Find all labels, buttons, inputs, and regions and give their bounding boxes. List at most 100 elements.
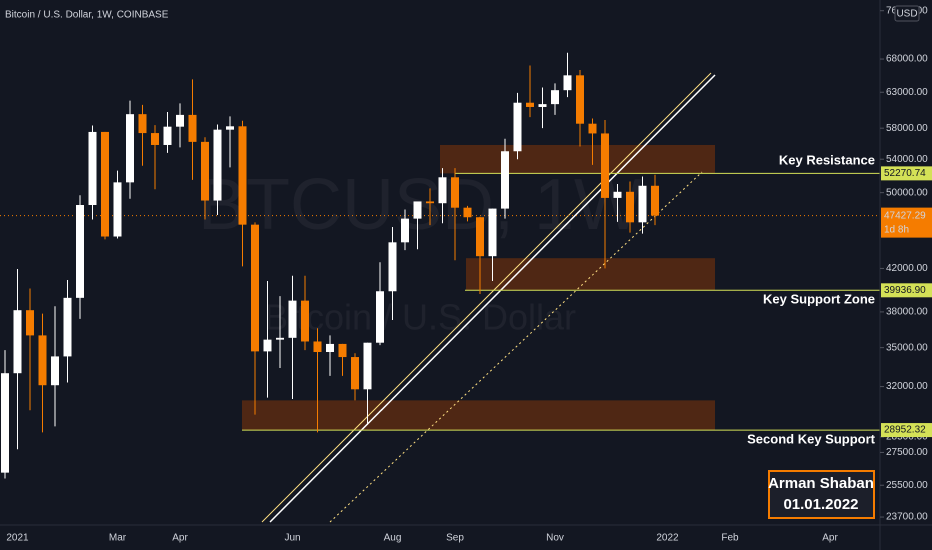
candle-body xyxy=(151,133,159,145)
candle-body xyxy=(26,310,34,336)
candle-body xyxy=(88,131,97,206)
candle-body xyxy=(501,151,509,209)
candle-body xyxy=(201,141,209,201)
annotation: Key Support Zone xyxy=(763,291,875,306)
candle-body xyxy=(226,126,234,130)
signature-date: 01.01.2022 xyxy=(783,496,858,513)
candle-body xyxy=(1,373,9,473)
zone xyxy=(440,144,715,174)
candle-body xyxy=(301,300,309,342)
y-tick-label: 50000.00 xyxy=(886,187,928,198)
y-tick-label: 54000.00 xyxy=(886,154,928,165)
x-tick-label: Jun xyxy=(284,533,300,544)
candle-body xyxy=(126,114,134,183)
candle-body xyxy=(213,129,222,201)
trend-line xyxy=(261,72,712,523)
y-tick-label: 38000.00 xyxy=(886,307,928,318)
x-tick-label: Aug xyxy=(384,533,402,544)
candle-body xyxy=(163,126,172,145)
candles xyxy=(1,52,659,479)
candle-body xyxy=(513,102,522,152)
candle-body xyxy=(51,356,59,386)
candle-body xyxy=(463,207,472,218)
candle-body xyxy=(188,114,197,142)
candle-body xyxy=(251,224,259,352)
candle-body xyxy=(476,217,484,257)
candle-body xyxy=(376,291,384,343)
candle-body xyxy=(363,342,372,390)
x-tick-label: Feb xyxy=(721,533,739,544)
x-tick-label: Nov xyxy=(546,533,564,544)
price-lines xyxy=(0,172,880,431)
signature-author: Arman Shaban xyxy=(768,475,874,492)
candle-body xyxy=(538,104,547,107)
candle-body xyxy=(551,90,559,105)
candle-body xyxy=(488,208,497,257)
candle-body xyxy=(338,343,347,358)
candle-body xyxy=(451,177,459,208)
candle-body xyxy=(626,191,634,223)
candle-body xyxy=(388,242,397,292)
zone xyxy=(466,258,715,291)
annotation: Key Resistance xyxy=(779,152,875,167)
candle-body xyxy=(276,337,284,340)
y-tick-label: 58000.00 xyxy=(886,123,928,134)
candle-body xyxy=(526,102,534,107)
candle-body xyxy=(101,131,109,237)
candle-body xyxy=(401,218,409,243)
y-tick-label: 23700.00 xyxy=(886,512,928,523)
candle-body xyxy=(351,357,359,390)
candle-body xyxy=(413,201,422,219)
price-badge-label: 52270.74 xyxy=(884,168,926,179)
price-badge-label: 39936.90 xyxy=(884,285,926,296)
zones xyxy=(242,144,715,431)
candle-body xyxy=(113,182,122,237)
candle-body xyxy=(76,205,84,298)
zone xyxy=(242,400,715,431)
y-tick-label: 68000.00 xyxy=(886,54,928,65)
annotation: Second Key Support xyxy=(747,431,876,446)
countdown: 1d 8h xyxy=(884,224,909,235)
x-tick-label: Apr xyxy=(172,533,188,544)
candle-body xyxy=(638,185,647,223)
y-tick-label: 42000.00 xyxy=(886,263,928,274)
y-tick-label: 25500.00 xyxy=(886,480,928,491)
candle-body xyxy=(326,343,334,353)
price-badge-label: 28952.32 xyxy=(884,425,926,436)
y-tick-label: 63000.00 xyxy=(886,87,928,98)
x-tick-label: 2021 xyxy=(6,533,29,544)
last-price-badge xyxy=(881,207,932,238)
candle-body xyxy=(263,339,272,352)
trend-line xyxy=(269,74,716,523)
signature-box xyxy=(768,470,875,519)
candle-body xyxy=(313,341,322,353)
candle-body xyxy=(563,75,572,91)
candle-body xyxy=(288,300,297,338)
candle-body xyxy=(176,114,184,127)
currency-badge xyxy=(894,5,920,22)
x-tick-label: Sep xyxy=(446,533,464,544)
candle-body xyxy=(651,185,659,216)
x-tick-label: Mar xyxy=(109,533,127,544)
axis-labels: 76000.0068000.0063000.0058000.0054000.00… xyxy=(6,5,932,544)
y-tick-label: 32000.00 xyxy=(886,381,928,392)
candle-body xyxy=(13,310,22,374)
watermark-subtitle: Bitcoin / U.S. Dollar xyxy=(264,297,576,338)
candle-body xyxy=(38,335,47,386)
trend-line-dotted xyxy=(329,171,703,523)
price-badge xyxy=(881,283,932,298)
candle-body xyxy=(63,297,72,357)
candle-body xyxy=(438,177,447,204)
price-badge xyxy=(881,166,932,181)
candle-body xyxy=(588,123,597,134)
candle-body xyxy=(601,133,609,198)
price-badge xyxy=(881,423,932,438)
candle-body xyxy=(426,201,434,204)
x-tick-label: 2022 xyxy=(656,533,679,544)
last-price-label: 47427.29 xyxy=(884,210,926,221)
y-tick-label: 27500.00 xyxy=(886,447,928,458)
x-tick-label: Apr xyxy=(822,533,838,544)
candle-body xyxy=(613,191,622,198)
currency-label: USD xyxy=(896,9,917,20)
